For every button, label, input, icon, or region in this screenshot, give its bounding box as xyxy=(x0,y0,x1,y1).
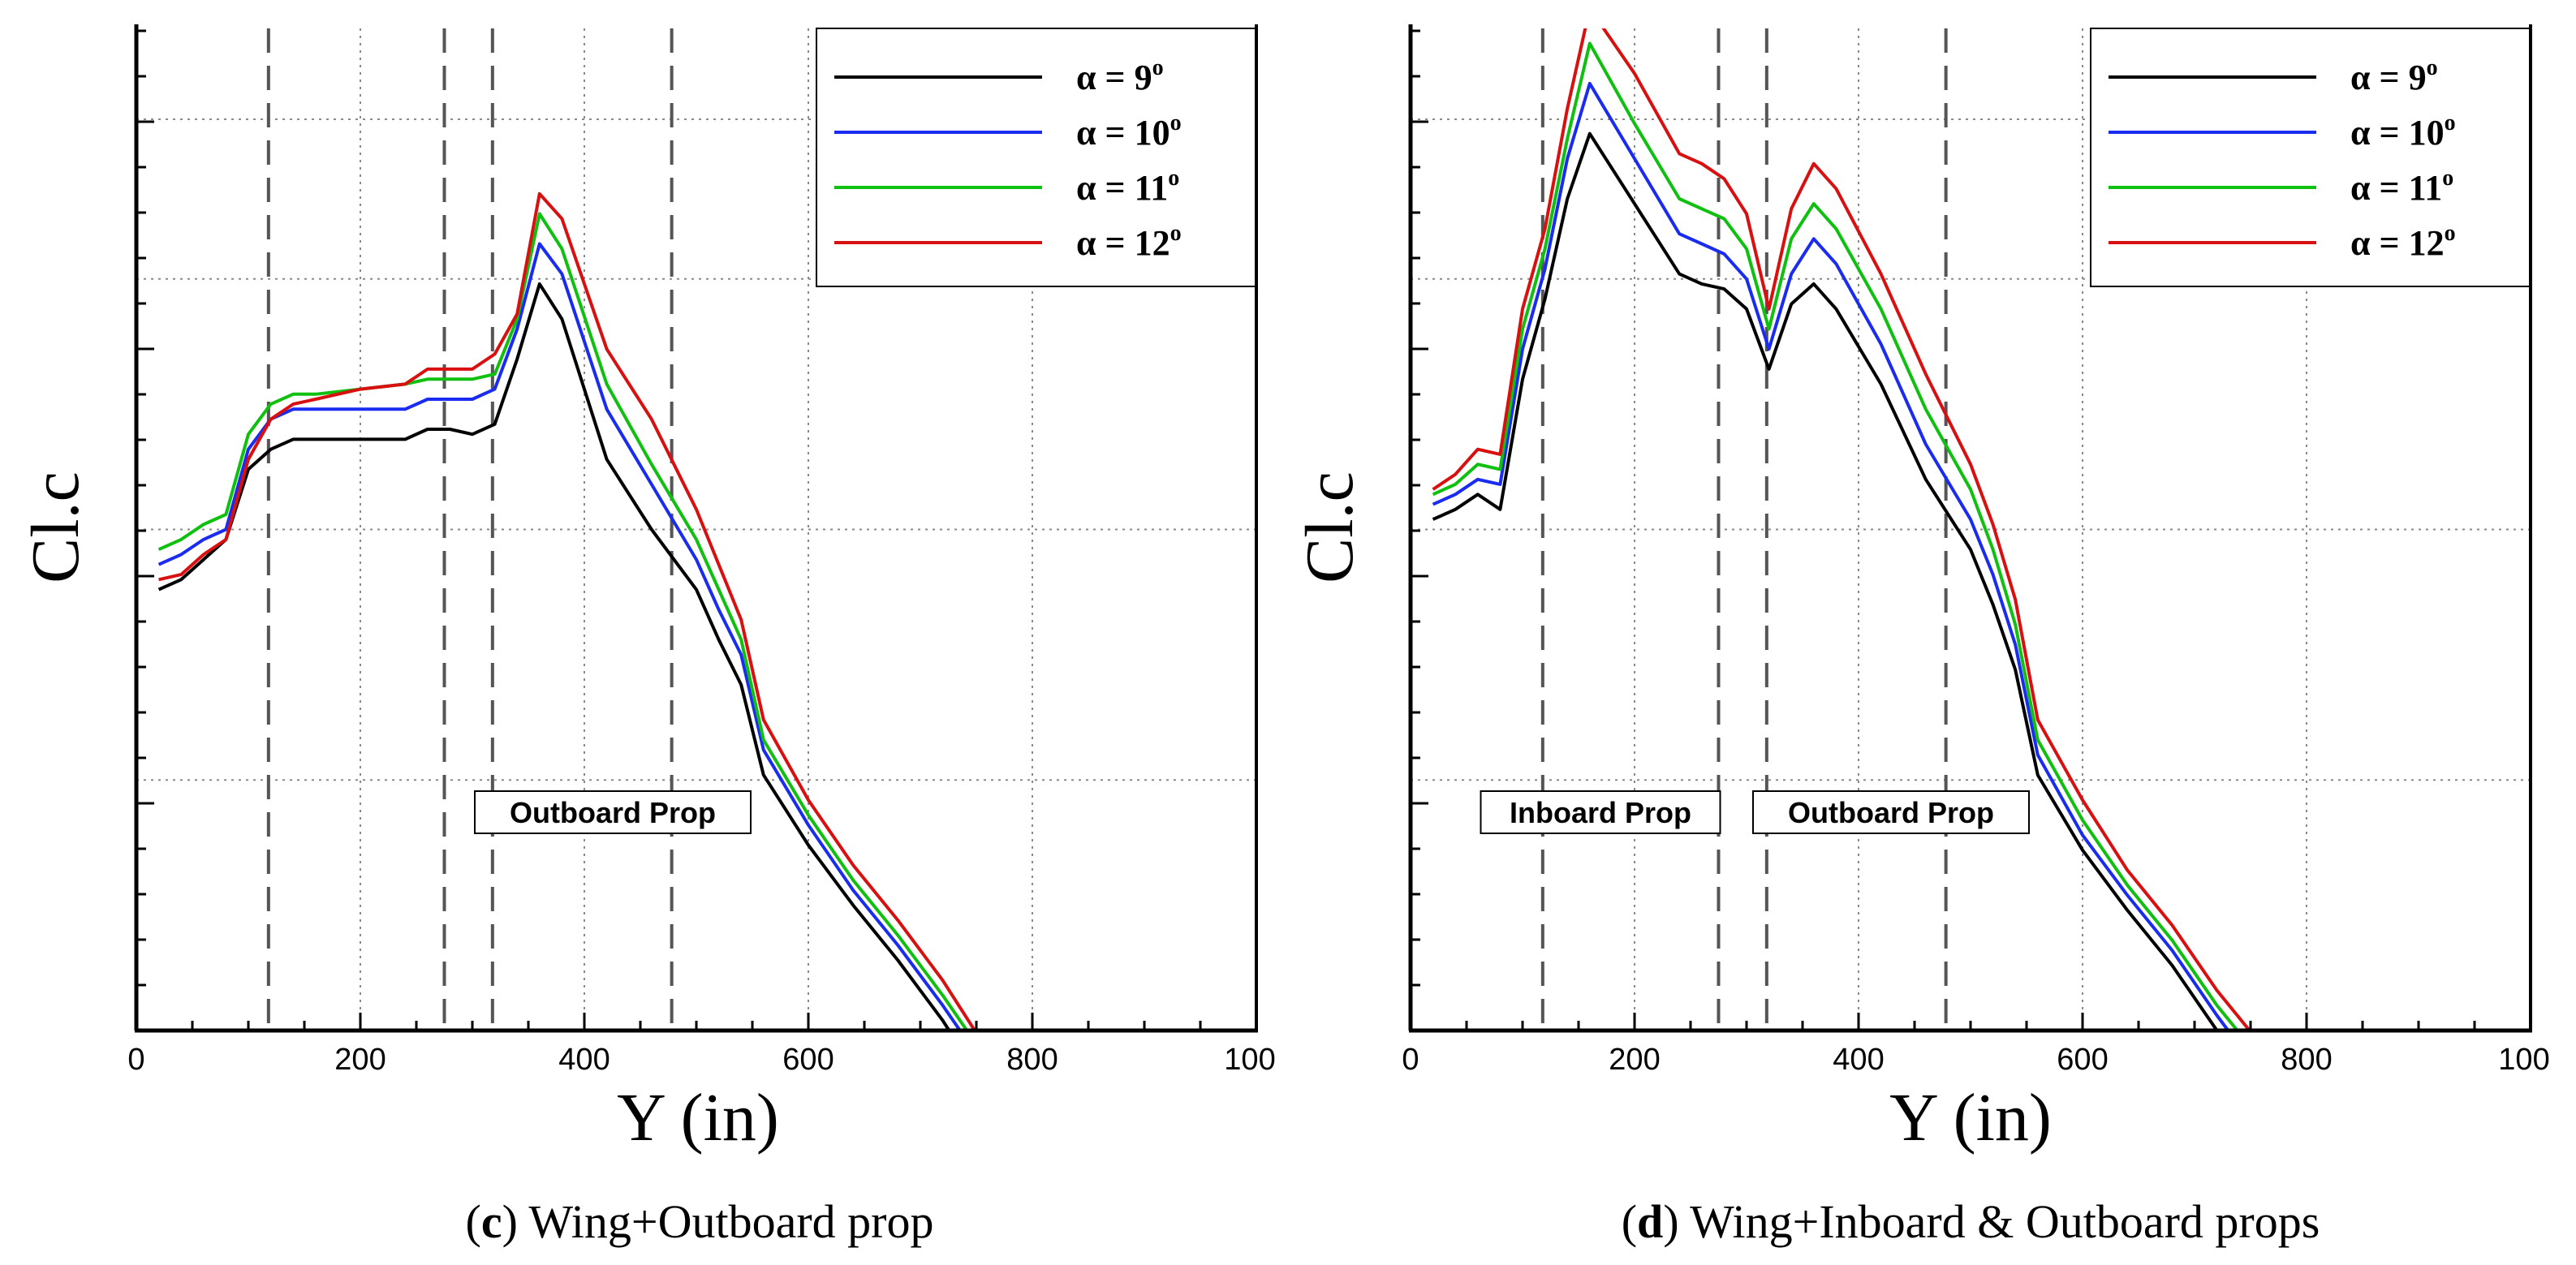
x-tick-label: 200 xyxy=(334,1043,386,1077)
series-line-alpha-11 xyxy=(1432,41,2240,1031)
annotation-label: Outboard Prop xyxy=(1788,796,1994,829)
x-axis-label: Y (in) xyxy=(1889,1080,2052,1155)
caption-text: Wing+Outboard prop xyxy=(528,1195,933,1248)
panel-caption: (c) Wing+Outboard prop xyxy=(466,1195,934,1248)
x-tick-label: 200 xyxy=(1609,1043,1660,1077)
legend-degree-sup: o xyxy=(1170,110,1182,136)
legend-box xyxy=(816,28,1257,287)
x-tick-label: 0 xyxy=(1402,1043,1419,1077)
legend-entry-alpha-10: α = 10o xyxy=(1076,110,1182,153)
series-line-alpha-12 xyxy=(1432,28,2252,1031)
legend-degree-sup: o xyxy=(2445,110,2456,136)
panel-caption: (d) Wing+Inboard & Outboard props xyxy=(1622,1195,2320,1248)
legend-entry-alpha-9: α = 9o xyxy=(2350,55,2438,97)
legend-entry-alpha-12: α = 12o xyxy=(2350,221,2456,263)
legend-prefix: α = xyxy=(2350,168,2409,208)
caption-panel-letter: c xyxy=(481,1195,502,1248)
legend-prefix: α = xyxy=(2350,58,2409,97)
series-group xyxy=(157,191,977,1031)
annotation-box xyxy=(1752,790,2030,834)
legend-box xyxy=(2090,28,2531,287)
caption-panel-letter: d xyxy=(1637,1195,1663,1248)
legend-value: 10 xyxy=(2409,113,2445,153)
x-tick-label: 800 xyxy=(2281,1043,2332,1077)
x-tick-label: 600 xyxy=(782,1043,834,1077)
annotation-box xyxy=(474,790,752,834)
legend-entry-alpha-12: α = 12o xyxy=(1076,221,1182,263)
x-tick-label: 400 xyxy=(558,1043,610,1077)
series-line-alpha-9 xyxy=(157,282,951,1031)
legend-prefix: α = xyxy=(1076,58,1135,97)
x-tick-label: 100 xyxy=(2498,1043,2549,1077)
y-axis-label: Cl.c xyxy=(18,471,93,583)
legend-entry-alpha-11: α = 11o xyxy=(1076,166,1179,208)
legend-value: 9 xyxy=(1135,58,1152,97)
legend-prefix: α = xyxy=(1076,113,1135,153)
legend-value: 11 xyxy=(2409,168,2443,208)
legend-entry-alpha-11: α = 11o xyxy=(2350,166,2453,208)
caption-paren-close: ) xyxy=(502,1195,529,1248)
legend-prefix: α = xyxy=(1076,168,1135,208)
legend-value: 12 xyxy=(2409,223,2445,263)
x-tick-label: 100 xyxy=(1224,1043,1275,1077)
annotation-label: Inboard Prop xyxy=(1510,796,1691,829)
series-line-alpha-9 xyxy=(1432,131,2220,1031)
y-axis-label: Cl.c xyxy=(1292,471,1368,583)
series-line-alpha-10 xyxy=(157,242,963,1031)
x-tick-label: 400 xyxy=(1833,1043,1884,1077)
x-tick-label: 600 xyxy=(2057,1043,2108,1077)
legend-value: 9 xyxy=(2409,58,2427,97)
x-axis-label: Y (in) xyxy=(617,1080,779,1155)
legend-degree-sup: o xyxy=(2445,221,2456,246)
series-line-alpha-12 xyxy=(158,191,977,1031)
series-line-alpha-10 xyxy=(1432,81,2230,1031)
legend-prefix: α = xyxy=(1076,223,1135,263)
series-group xyxy=(1432,28,2252,1031)
legend-degree-sup: o xyxy=(2427,55,2438,80)
legend-degree-sup: o xyxy=(1170,221,1182,246)
legend-prefix: α = xyxy=(2350,113,2409,153)
legend-value: 11 xyxy=(1135,168,1169,208)
caption-paren-open: ( xyxy=(466,1195,481,1248)
legend-prefix: α = xyxy=(2350,223,2409,263)
legend-degree-sup: o xyxy=(1152,55,1164,80)
legend-degree-sup: o xyxy=(1168,166,1179,191)
legend-value: 10 xyxy=(1135,113,1170,153)
legend-degree-sup: o xyxy=(2442,166,2453,191)
legend-value: 12 xyxy=(1135,223,1170,263)
legend-entry-alpha-9: α = 9o xyxy=(1076,55,1164,97)
legend-entry-alpha-10: α = 10o xyxy=(2350,110,2456,153)
x-tick-label: 0 xyxy=(127,1043,144,1077)
series-line-alpha-11 xyxy=(157,212,969,1031)
caption-paren-open: ( xyxy=(1622,1195,1637,1248)
x-tick-label: 800 xyxy=(1006,1043,1058,1077)
annotation-box xyxy=(1480,790,1721,834)
caption-paren-close: ) xyxy=(1663,1195,1690,1248)
annotation-label: Outboard Prop xyxy=(510,796,716,829)
caption-text: Wing+Inboard & Outboard props xyxy=(1690,1195,2320,1248)
